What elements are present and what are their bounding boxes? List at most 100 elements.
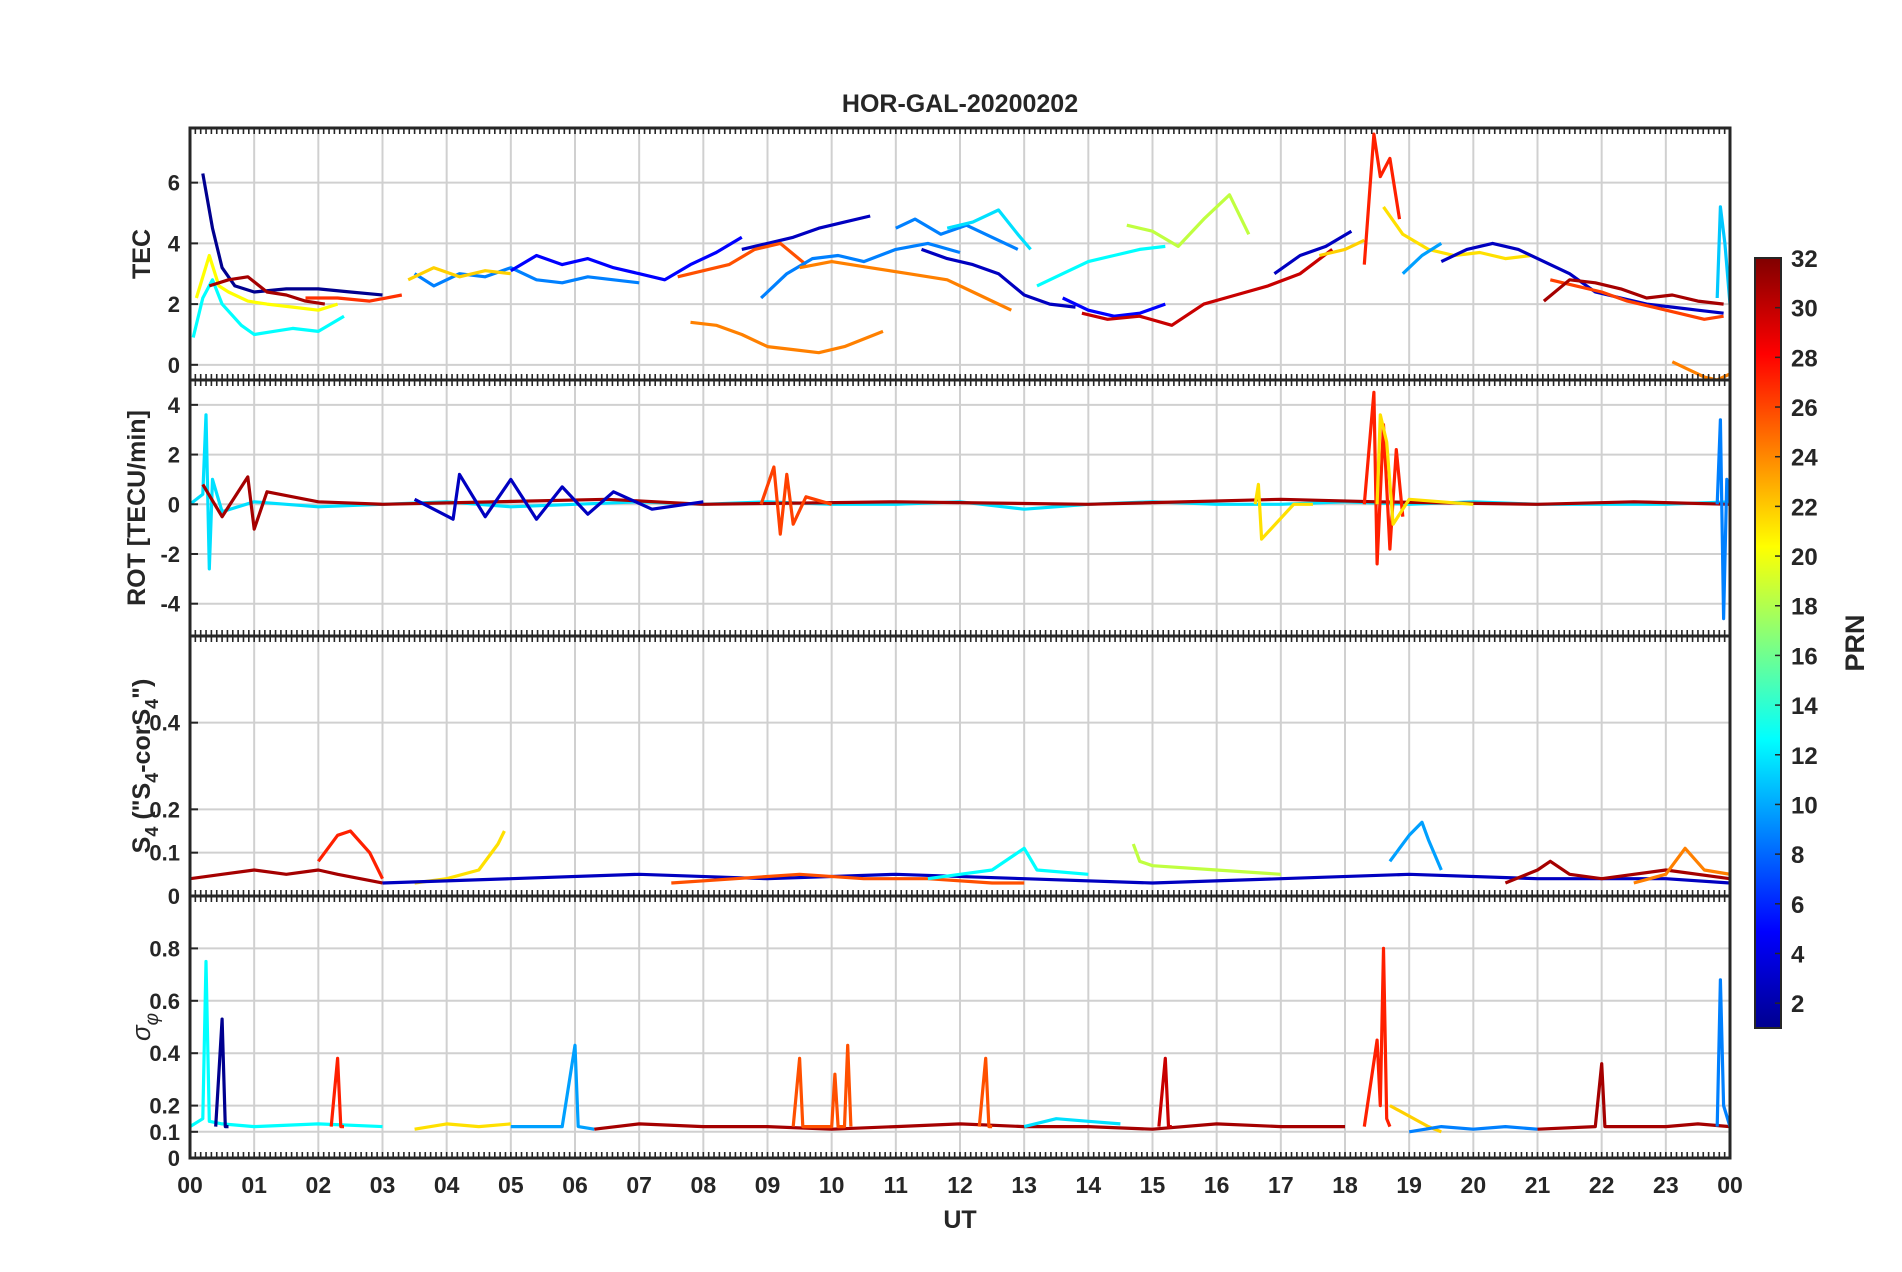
colorbar-tick-label: 24 xyxy=(1791,445,1818,472)
series-group xyxy=(190,390,1730,621)
x-tick-label: 23 xyxy=(1653,1172,1679,1198)
x-tick-label: 19 xyxy=(1396,1172,1422,1198)
series-line-4 xyxy=(414,1122,511,1131)
colorbar-tick-label: 22 xyxy=(1791,494,1818,521)
y-axis-label-part: 4 xyxy=(142,827,162,837)
series-line-2 xyxy=(191,278,345,338)
series-group xyxy=(190,820,1730,885)
x-tick-label: 16 xyxy=(1204,1172,1230,1198)
series-line-1 xyxy=(190,868,383,885)
x-tick-label: 17 xyxy=(1268,1172,1294,1198)
series-line-14 xyxy=(895,217,1019,251)
series-group xyxy=(191,132,1730,380)
series-line-14 xyxy=(1537,1062,1730,1131)
y-tick-label: 2 xyxy=(168,292,180,317)
y-axis-label: ROT [TECU/min] xyxy=(123,410,151,606)
series-line-10 xyxy=(677,241,808,279)
x-tick-label: 14 xyxy=(1076,1172,1102,1198)
colorbar-scale xyxy=(1754,257,1782,1029)
colorbar-tick-label: 18 xyxy=(1791,594,1818,621)
colorbar-tick-label: 30 xyxy=(1791,296,1818,323)
y-tick-label: 4 xyxy=(168,231,181,256)
series-line-9 xyxy=(1504,859,1730,885)
colorbar-tick-label: 26 xyxy=(1791,395,1818,422)
x-tick-label: 08 xyxy=(691,1172,717,1198)
y-tick-label: 0.2 xyxy=(149,1094,180,1119)
colorbar-tick-label: 12 xyxy=(1791,743,1818,770)
series-line-3 xyxy=(329,1056,344,1129)
series-line-18 xyxy=(1126,193,1251,248)
colorbar-tick-label: 16 xyxy=(1791,643,1818,670)
y-tick-label: 4 xyxy=(168,393,181,418)
colorbar-tick-label: 10 xyxy=(1791,792,1818,819)
series-line-12 xyxy=(760,241,961,300)
y-tick-label: 2 xyxy=(168,443,180,468)
series-line-7 xyxy=(407,266,511,282)
series-line-20 xyxy=(1081,248,1334,327)
x-tick-label: 06 xyxy=(562,1172,588,1198)
x-tick-label: 00 xyxy=(1717,1172,1743,1198)
x-tick-label: 13 xyxy=(1011,1172,1037,1198)
panel-sigma_phi: 00.10.2 0.4 0.6 0.8 σφ xyxy=(126,894,1732,1171)
y-tick-label: 0 xyxy=(168,1146,180,1171)
series-line-8 xyxy=(509,235,743,282)
series-line-17 xyxy=(1036,244,1166,288)
series-line-23 xyxy=(1362,132,1402,265)
x-tick-label: 20 xyxy=(1461,1172,1487,1198)
x-tick-label: 07 xyxy=(626,1172,652,1198)
series-group xyxy=(190,946,1730,1134)
y-axis-label-part: φ xyxy=(142,1013,163,1025)
y-axis-label-part: 4 xyxy=(142,773,162,783)
y-tick-label: 0.4 xyxy=(149,711,180,736)
x-tick-label: 05 xyxy=(498,1172,524,1198)
colorbar-tick-label: 14 xyxy=(1791,693,1818,720)
x-tick-label: 02 xyxy=(306,1172,332,1198)
series-line-7 xyxy=(1131,843,1281,876)
series-line-22 xyxy=(1318,238,1365,258)
series-line-5 xyxy=(1253,482,1313,541)
series-line-8 xyxy=(1388,820,1443,871)
x-tick-label: 00 xyxy=(177,1172,203,1198)
series-line-27 xyxy=(1549,278,1724,321)
series-line-6 xyxy=(927,846,1089,881)
y-axis-label-part: S xyxy=(128,837,156,854)
y-tick-label: 0.2 xyxy=(149,797,180,822)
x-axis: 00 01 02 03 04 05 06 07 08 09 10 11 12 13 14 15 16 17 18 19… xyxy=(177,1172,1743,1198)
series-line-8 xyxy=(1715,418,1730,621)
series-line-13 xyxy=(1408,1124,1538,1134)
colorbar-tick-label: 6 xyxy=(1791,892,1804,919)
x-tick-label: 09 xyxy=(755,1172,781,1198)
x-tick-label: 21 xyxy=(1525,1172,1551,1198)
series-line-2 xyxy=(317,829,384,880)
series-line-5 xyxy=(510,1043,595,1131)
minor-ticks xyxy=(189,128,1731,380)
x-tick-label: 10 xyxy=(819,1172,845,1198)
x-axis-label: UT xyxy=(943,1206,976,1234)
series-line-11 xyxy=(690,320,884,355)
series-line-7 xyxy=(791,1043,853,1129)
series-line-13 xyxy=(799,260,1012,312)
y-axis-label: S4 ("S4-corS4") xyxy=(128,679,162,854)
x-tick-label: 12 xyxy=(947,1172,973,1198)
y-axis-label-part: 4 xyxy=(142,699,162,709)
y-tick-label: -4 xyxy=(160,592,180,617)
series-line-4 xyxy=(382,872,1730,885)
series-line-25 xyxy=(1401,242,1443,275)
series-line-28 xyxy=(1542,278,1724,306)
series-line-9 xyxy=(1023,1117,1121,1129)
x-tick-label: 18 xyxy=(1332,1172,1358,1198)
series-line-4 xyxy=(208,275,326,306)
series-line-10 xyxy=(1633,846,1730,885)
y-tick-label: 0 xyxy=(168,492,180,517)
panel-tec: 0 2 4 6 TEC xyxy=(128,126,1732,382)
series-line-1 xyxy=(201,173,383,297)
y-axis-label: σφ xyxy=(126,1013,163,1041)
x-tick-label: 22 xyxy=(1589,1172,1615,1198)
y-tick-label: -2 xyxy=(160,542,180,567)
y-tick-label: 0.6 xyxy=(149,989,180,1014)
minor-ticks xyxy=(189,896,1731,1158)
panel-rot: -4 -2 0 2 4 ROT [TECU/min] xyxy=(123,378,1732,638)
y-tick-label: 0 xyxy=(168,884,180,909)
